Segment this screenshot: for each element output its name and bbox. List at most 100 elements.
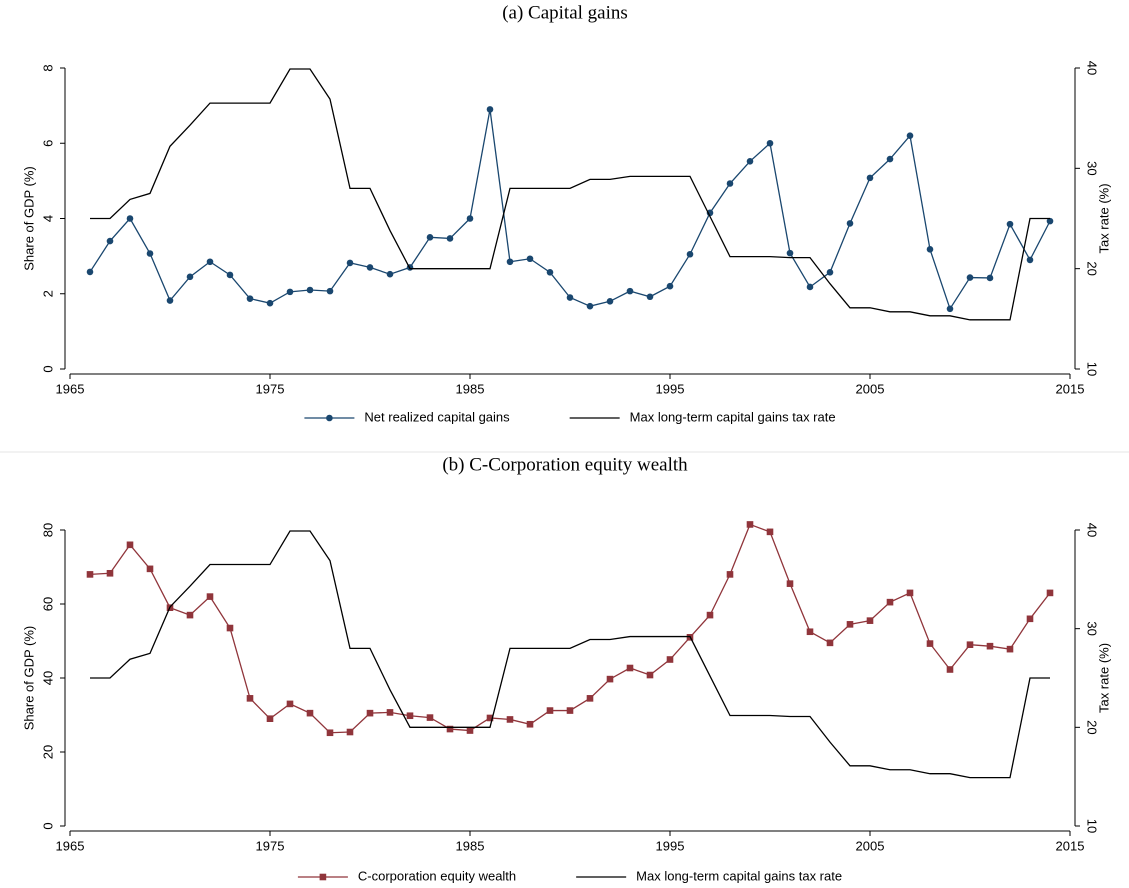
x-tick-label: 1985 <box>456 381 485 396</box>
data-point <box>566 707 574 714</box>
data-point <box>906 132 914 140</box>
y2-tick-label: 10 <box>1085 819 1100 833</box>
data-point <box>186 273 194 281</box>
x-tick-label: 1975 <box>256 381 285 396</box>
x-tick-label: 1985 <box>456 838 485 853</box>
data-point <box>886 155 894 163</box>
data-point <box>526 720 534 728</box>
data-point <box>466 215 474 222</box>
legend: C-corporation equity wealth Max long-term… <box>297 868 842 883</box>
data-point <box>926 246 934 253</box>
y2-tick-label: 30 <box>1085 621 1100 635</box>
y-axis-title: Share of GDP (%) <box>21 166 36 271</box>
data-point <box>206 258 214 266</box>
data-point <box>886 598 894 606</box>
data-point <box>806 628 814 636</box>
data-point <box>326 287 334 295</box>
data-point <box>306 709 314 717</box>
data-point <box>426 714 434 721</box>
data-point <box>86 571 94 578</box>
data-point <box>206 593 214 600</box>
data-point <box>386 270 394 278</box>
y-tick-label: 0 <box>40 822 55 829</box>
data-point <box>146 565 154 573</box>
data-point <box>906 589 914 597</box>
data-point <box>406 712 414 720</box>
data-point <box>1026 256 1034 264</box>
data-point <box>526 255 534 263</box>
data-point <box>126 215 134 222</box>
data-point <box>666 282 674 290</box>
data-point <box>946 305 954 313</box>
y-tick-label: 60 <box>40 597 55 611</box>
data-point <box>266 299 274 307</box>
data-point <box>646 671 654 679</box>
data-point <box>246 295 254 302</box>
data-point <box>966 274 974 281</box>
data-point <box>566 294 574 301</box>
data-point <box>686 250 694 258</box>
y-tick-label: 80 <box>40 523 55 537</box>
legend-label: Max long-term capital gains tax rate <box>630 409 836 424</box>
data-point <box>826 269 834 276</box>
data-point <box>446 235 454 242</box>
panel-title: (a) Capital gains <box>502 2 628 23</box>
y-tick-label: 6 <box>40 140 55 147</box>
data-point <box>606 675 614 683</box>
data-point <box>486 714 494 722</box>
data-point <box>926 640 934 647</box>
data-point <box>1006 645 1014 653</box>
y2-tick-label: 40 <box>1085 61 1100 75</box>
data-point <box>286 700 294 708</box>
data-point <box>586 302 594 310</box>
data-point <box>726 180 734 187</box>
data-point <box>946 666 954 673</box>
x-tick-label: 2005 <box>856 838 885 853</box>
data-point <box>286 288 294 296</box>
data-point <box>319 873 327 881</box>
y2-axis-title: Tax rate (%) <box>1096 183 1111 253</box>
data-point <box>1046 589 1054 597</box>
legend: Net realized capital gains Max long-term … <box>304 409 836 424</box>
y2-tick-label: 40 <box>1085 523 1100 537</box>
y2-axis-title: Tax rate (%) <box>1096 643 1111 713</box>
y2-tick-label: 20 <box>1085 720 1100 734</box>
data-point <box>826 639 834 647</box>
legend-label: C-corporation equity wealth <box>358 868 516 883</box>
data-point <box>786 249 794 257</box>
data-point <box>506 258 514 266</box>
x-tick-label: 2015 <box>1056 838 1085 853</box>
data-point <box>426 234 434 241</box>
y-tick-label: 2 <box>40 290 55 297</box>
data-point <box>326 414 333 422</box>
legend-label: Net realized capital gains <box>364 409 510 424</box>
data-point <box>746 521 754 528</box>
data-point <box>1026 615 1034 623</box>
y-tick-label: 0 <box>40 365 55 372</box>
x-tick-label: 1995 <box>656 838 685 853</box>
x-tick-label: 1965 <box>56 838 85 853</box>
data-point <box>486 106 494 113</box>
data-point <box>626 664 634 672</box>
data-point <box>166 297 174 304</box>
series-line <box>90 530 1050 779</box>
y2-tick-label: 10 <box>1085 362 1100 376</box>
data-point <box>846 220 854 227</box>
x-tick-label: 1965 <box>56 381 85 396</box>
series-line <box>89 523 1051 734</box>
data-point <box>766 139 774 147</box>
x-tick-label: 2005 <box>856 381 885 396</box>
data-point <box>986 274 994 282</box>
data-point <box>666 656 674 663</box>
data-point <box>386 709 394 716</box>
data-point <box>306 286 314 294</box>
data-point <box>726 571 734 578</box>
y-tick-label: 40 <box>40 671 55 685</box>
data-point <box>586 695 594 702</box>
data-point <box>866 617 874 624</box>
data-point <box>766 528 774 536</box>
data-point <box>746 158 754 165</box>
y-tick-label: 8 <box>40 64 55 71</box>
data-point <box>186 611 194 619</box>
data-point <box>146 250 154 257</box>
